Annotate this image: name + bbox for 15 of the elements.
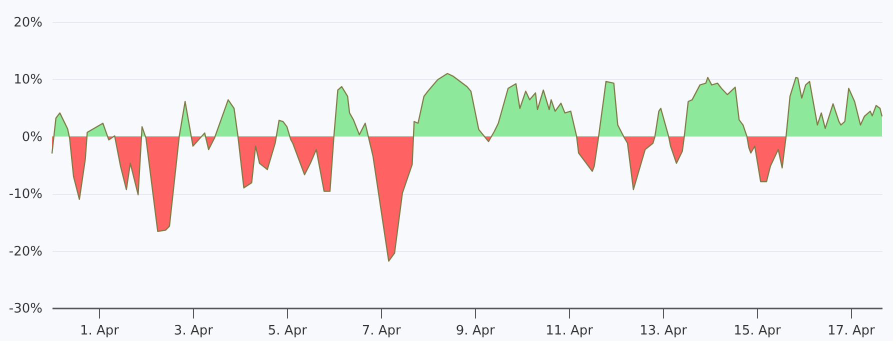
- y-tick-label: -20%: [8, 244, 42, 260]
- y-tick-label: 10%: [14, 72, 42, 88]
- y-tick-label: 20%: [14, 16, 42, 30]
- x-tick-label: 7. Apr: [362, 324, 402, 338]
- x-tick-label: 13. Apr: [640, 324, 688, 338]
- x-tick-label: 11. Apr: [546, 324, 594, 338]
- x-tick-label: 5. Apr: [268, 324, 308, 338]
- x-tick-label: 3. Apr: [174, 324, 214, 338]
- x-tick-label: 15. Apr: [734, 324, 782, 338]
- y-tick-label: -10%: [8, 187, 42, 202]
- y-tick-label: 0%: [22, 130, 42, 145]
- y-tick-label: -30%: [8, 302, 42, 316]
- x-tick-label: 17. Apr: [828, 324, 876, 338]
- x-tick-label: 1. Apr: [80, 324, 120, 338]
- x-tick-label: 9. Apr: [456, 324, 496, 338]
